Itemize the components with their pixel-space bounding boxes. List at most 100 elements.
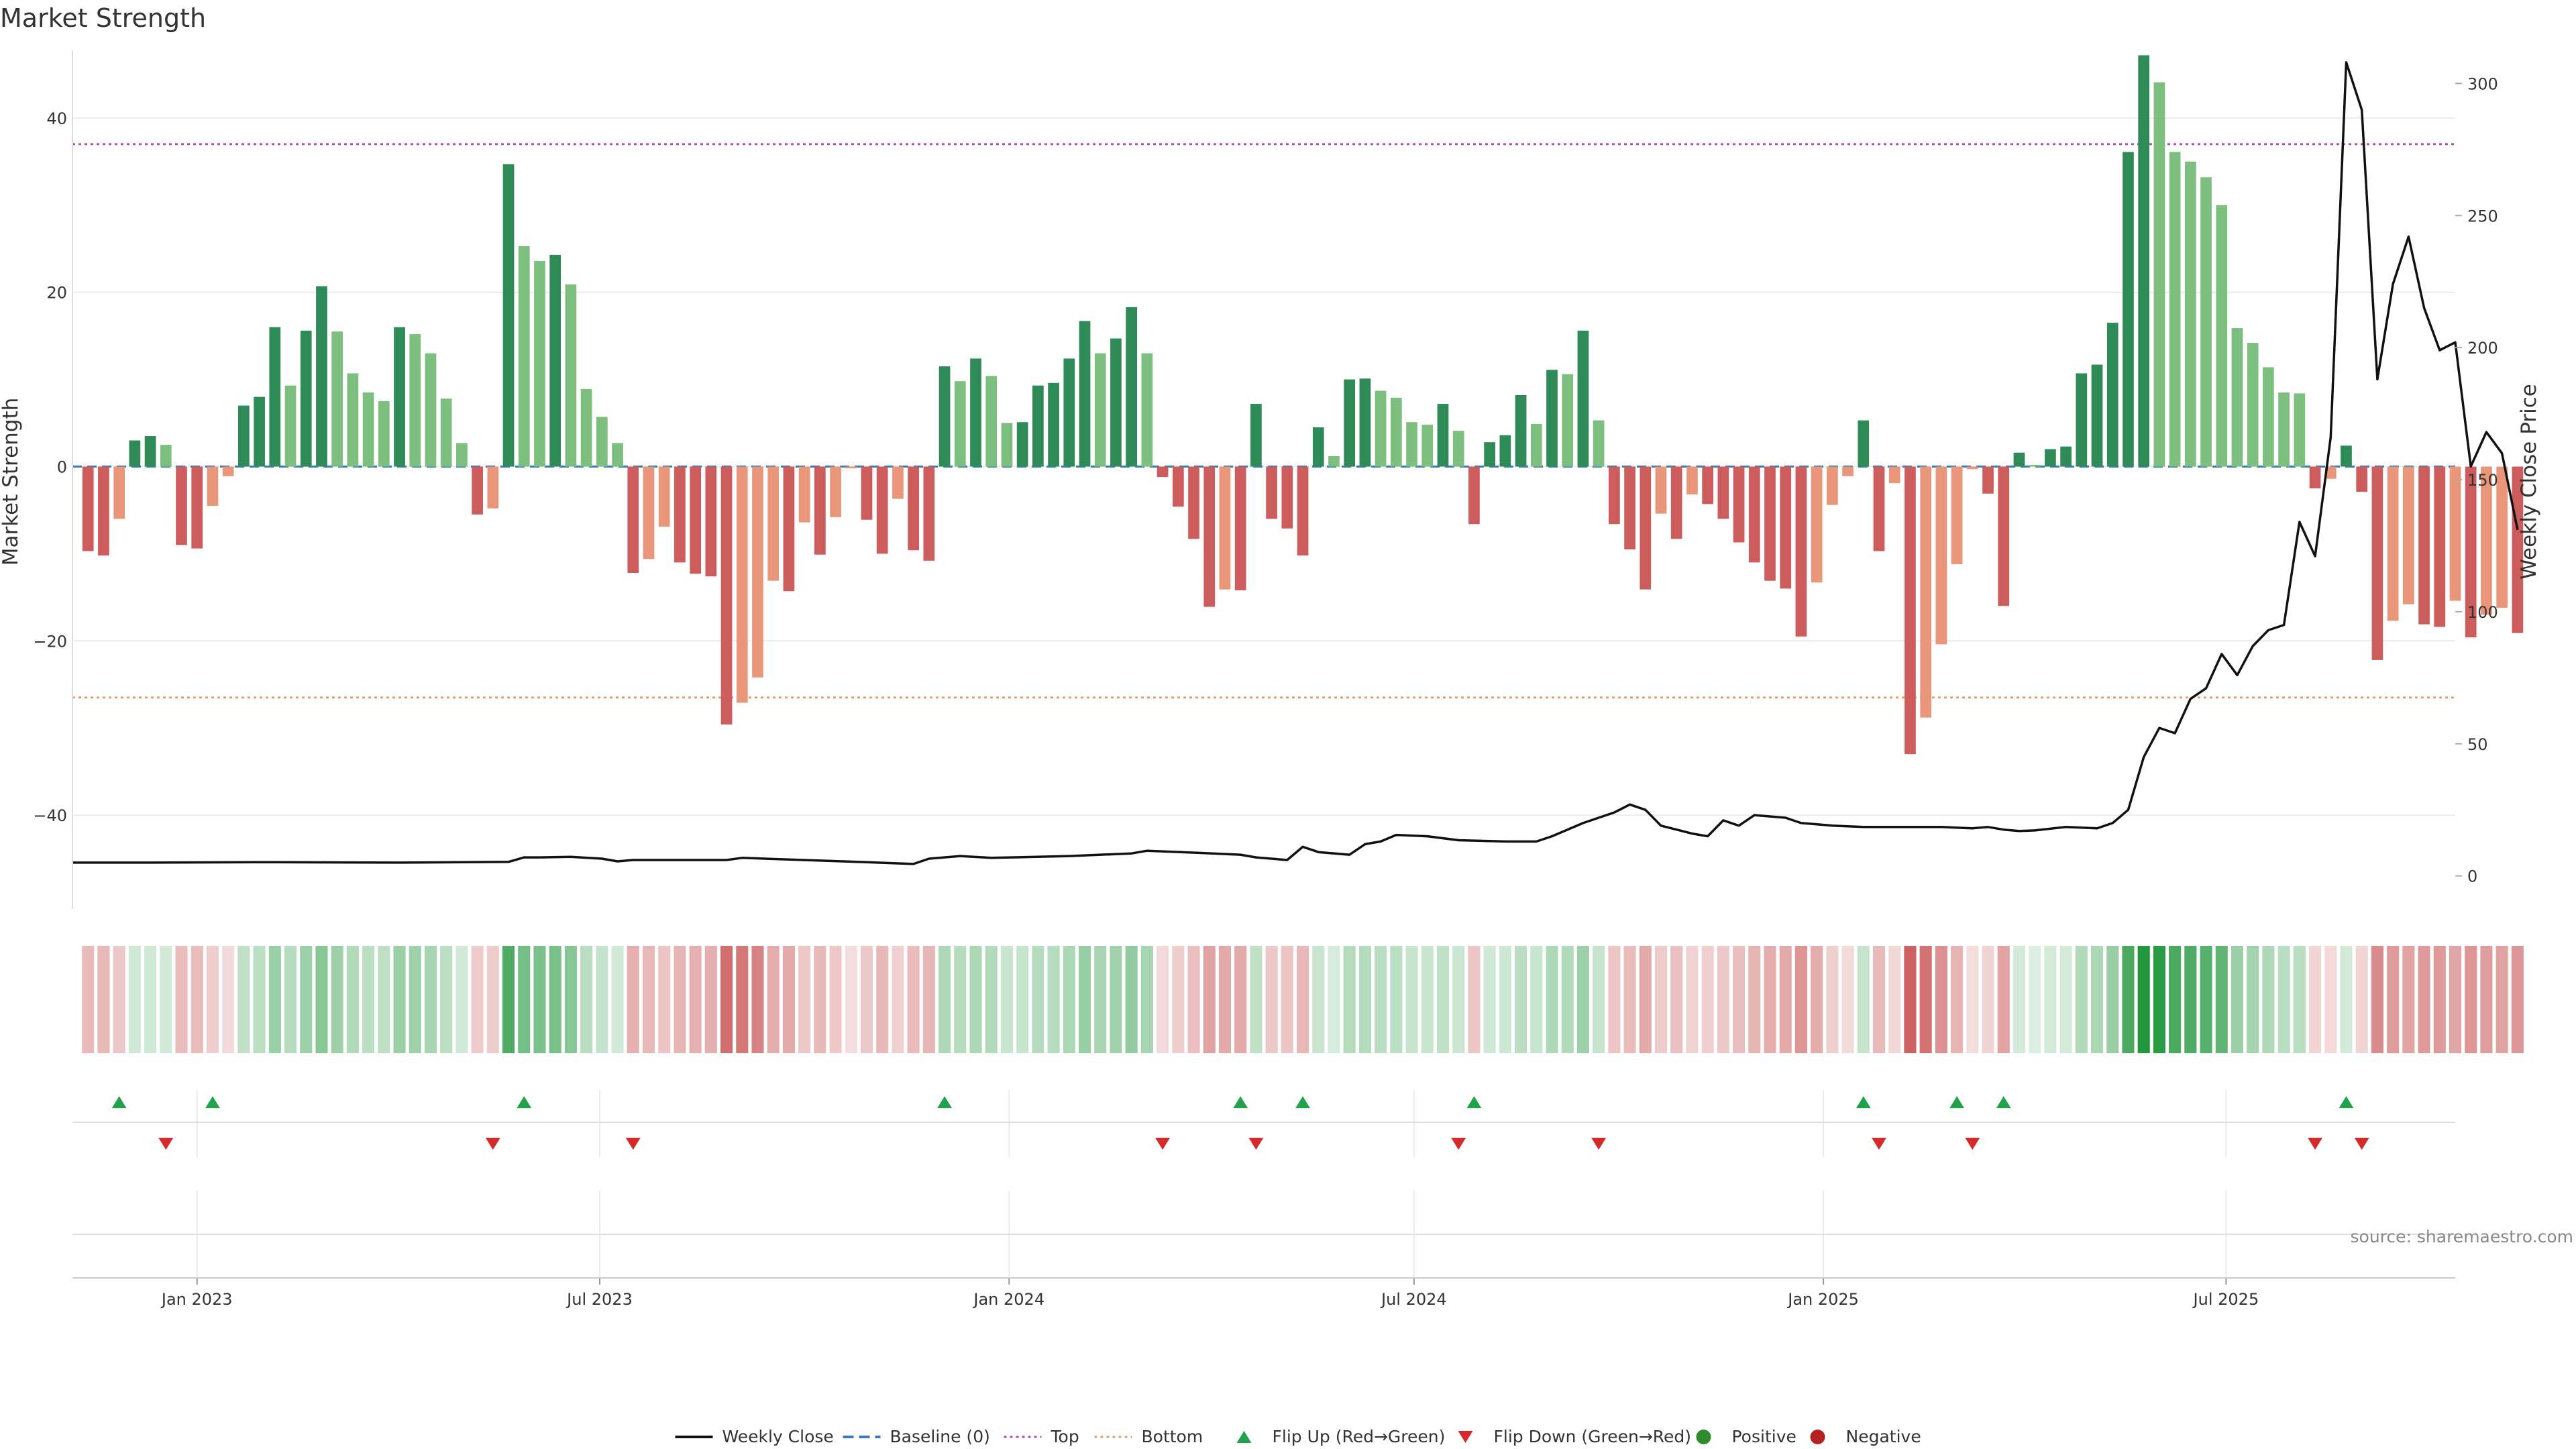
strength-bar — [518, 246, 530, 467]
heat-cell — [1436, 946, 1450, 1053]
heat-cell — [1982, 946, 1994, 1053]
heat-cell — [1483, 946, 1496, 1053]
heat-cell — [1997, 946, 2010, 1053]
heat-cell — [2106, 946, 2119, 1053]
strength-bar — [2496, 466, 2508, 608]
chart-title: Market Strength — [0, 3, 206, 33]
strength-bar — [534, 260, 545, 467]
heat-cell — [845, 946, 857, 1053]
heat-cell — [1576, 946, 1589, 1053]
heat-cell — [2309, 946, 2322, 1053]
strength-bar — [2200, 177, 2212, 467]
heat-cell — [751, 946, 764, 1053]
strength-bar — [98, 466, 109, 556]
strength-bar — [1110, 338, 1122, 467]
left-tick-label: 20 — [46, 284, 67, 303]
heat-cell — [969, 946, 982, 1053]
heat-cell — [1328, 946, 1340, 1053]
strength-bar — [845, 466, 857, 469]
strength-bar — [1608, 466, 1620, 525]
axes: Market Strength Weekly Close Price −40 −2… — [0, 50, 2541, 909]
strength-bar — [160, 445, 172, 467]
strength-bar — [627, 466, 639, 573]
strength-bar — [1468, 466, 1480, 525]
heat-cell — [1966, 946, 1979, 1053]
heat-cell — [954, 946, 967, 1053]
strength-bar — [347, 373, 359, 467]
right-tick-label: 300 — [2467, 74, 2498, 93]
strength-bar — [2184, 161, 2196, 467]
right-axis-title: Weekly Close Price — [2517, 384, 2541, 580]
heat-cell — [1047, 946, 1060, 1053]
strength-bar — [1562, 374, 1574, 467]
heat-cell — [1701, 946, 1714, 1053]
strength-bar — [2387, 466, 2399, 621]
legend-label: Flip Down (Green→Red) — [1494, 1427, 1692, 1446]
heat-cell — [1000, 946, 1013, 1053]
x-tick-label: Jan 2023 — [160, 1290, 233, 1309]
heat-cell — [1639, 946, 1652, 1053]
heat-cell — [2044, 946, 2057, 1053]
heat-cell — [1016, 946, 1029, 1053]
strength-bar — [113, 466, 125, 519]
strength-bar — [1484, 442, 1495, 467]
right-tick-label: 250 — [2467, 207, 2498, 225]
legend-label: Baseline (0) — [890, 1427, 990, 1446]
strength-bar — [1515, 395, 1527, 467]
heat-cell — [1172, 946, 1185, 1053]
heat-cell — [533, 946, 546, 1053]
heat-cell — [611, 946, 624, 1053]
weekly-close-path — [72, 61, 2519, 865]
heat-cell — [564, 946, 577, 1053]
strength-bar — [1795, 466, 1807, 637]
heat-cell — [1593, 946, 1605, 1053]
strength-bars — [82, 55, 2524, 755]
flip-up-marker — [111, 1096, 127, 1108]
strength-bar — [1452, 431, 1464, 467]
heat-cell — [1748, 946, 1761, 1053]
strength-bar — [1640, 466, 1652, 590]
flip-down-marker — [1248, 1138, 1264, 1150]
strength-bar — [1702, 466, 1714, 504]
heat-cell — [191, 946, 203, 1053]
strength-bar — [1219, 466, 1231, 590]
flip-up-marker — [2339, 1096, 2354, 1108]
strength-bar — [2294, 393, 2306, 467]
left-tick-label: 0 — [57, 458, 67, 477]
heat-cell — [1343, 946, 1356, 1053]
strength-bar — [1203, 466, 1216, 607]
strength-bar — [985, 376, 998, 467]
heat-cell — [222, 946, 235, 1053]
heat-cell — [409, 946, 421, 1053]
flip-up-marker — [1949, 1096, 1965, 1108]
strength-bar — [1312, 427, 1324, 467]
heat-cell — [2012, 946, 2026, 1053]
heat-cell — [2059, 946, 2072, 1053]
heat-cell — [674, 946, 686, 1053]
heat-cell — [1250, 946, 1263, 1053]
strength-bar — [892, 466, 904, 499]
x-tick-label: Jul 2025 — [2192, 1290, 2259, 1309]
flip-down-marker — [1872, 1138, 1887, 1150]
legend-label: Bottom — [1142, 1427, 1203, 1446]
strength-bar — [2434, 466, 2446, 627]
legend-symbol-circle — [1696, 1430, 1711, 1444]
heat-cell — [720, 946, 733, 1053]
strength-bar — [1001, 423, 1013, 467]
flip-up-marker — [517, 1096, 532, 1108]
heat-cell — [1919, 946, 1932, 1053]
strength-bar — [1172, 466, 1184, 507]
heat-cell — [1857, 946, 1870, 1053]
strength-bar — [2324, 466, 2337, 479]
heat-cell — [1717, 946, 1729, 1053]
reference-lines — [72, 143, 2455, 699]
strength-bar — [1546, 370, 1558, 467]
strength-bar — [674, 466, 686, 563]
heat-cell — [2029, 946, 2041, 1053]
strength-bar — [394, 327, 405, 467]
heat-cell — [1265, 946, 1278, 1053]
heat-cell — [160, 946, 172, 1053]
flip-markers — [111, 1096, 2369, 1150]
heat-cell — [1094, 946, 1107, 1053]
strength-bar — [1328, 455, 1340, 467]
